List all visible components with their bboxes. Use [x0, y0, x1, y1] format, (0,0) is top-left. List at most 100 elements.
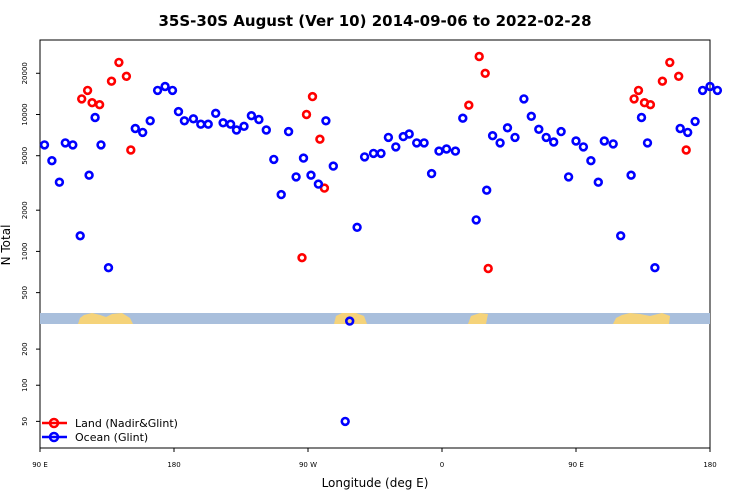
ocean-data-point: [196, 119, 206, 129]
y-axis-label: N Total: [0, 225, 13, 266]
x-tick-label: 0: [440, 461, 444, 469]
land-data-point: [673, 71, 684, 82]
ocean-data-point: [578, 142, 589, 152]
ocean-data-point: [458, 113, 468, 123]
plot-frame: [39, 39, 711, 449]
ocean-data-point: [54, 177, 65, 187]
ocean-data-point: [548, 137, 559, 147]
ocean-data-point: [712, 85, 723, 96]
land-data-point: [480, 68, 490, 79]
ocean-data-point: [276, 189, 286, 200]
ocean-data-point: [173, 106, 184, 117]
land-data-point: [297, 253, 307, 263]
ocean-data-point: [487, 131, 498, 141]
ocean-data-point: [90, 112, 100, 123]
x-axis-label: Longitude (deg E): [322, 476, 429, 490]
y-tick-label: 10000: [21, 103, 29, 125]
ocean-data-point: [167, 85, 178, 96]
ocean-data-point: [291, 172, 301, 182]
ocean-data-point: [471, 215, 481, 225]
legend: Land (Nadir&Glint) Ocean (Glint): [42, 417, 178, 444]
legend-ocean-label: Ocean (Glint): [75, 431, 148, 444]
land-strip-africa: [468, 313, 488, 324]
x-axis-ticks: 90 E 180 90 W 0 90 E 180: [32, 448, 717, 469]
ocean-data-point: [534, 124, 544, 135]
land-data-point: [315, 134, 325, 144]
ocean-data-point: [650, 263, 660, 273]
y-tick-label: 1000: [21, 242, 29, 260]
land-data-point: [114, 57, 124, 68]
ocean-data-point: [368, 148, 379, 159]
ocean-data-point: [225, 119, 236, 129]
ocean-data-point: [60, 138, 71, 148]
ocean-data-point: [321, 116, 331, 126]
x-tick-label: 180: [167, 461, 180, 469]
land-data-point: [126, 145, 136, 155]
ocean-data-point: [419, 138, 429, 148]
ocean-data-point: [510, 132, 520, 143]
land-data-point: [629, 94, 639, 104]
ocean-data-point: [690, 116, 700, 127]
y-tick-label: 100: [21, 379, 29, 392]
ocean-data-point: [188, 114, 199, 124]
y-tick-label: 50: [21, 417, 29, 426]
ocean-data-point: [306, 170, 316, 180]
ocean-data-point: [231, 125, 242, 135]
land-data-point: [464, 100, 474, 110]
ocean-data-point: [203, 119, 213, 129]
y-tick-label: 500: [21, 286, 29, 299]
ocean-data-point: [450, 146, 461, 156]
legend-land-label: Land (Nadir&Glint): [75, 417, 178, 430]
ocean-data-point: [359, 152, 370, 162]
ocean-data-point: [39, 140, 50, 150]
ocean-data-point: [211, 108, 221, 119]
data-points: [39, 51, 723, 427]
ocean-data-point: [254, 114, 264, 125]
y-tick-label: 5000: [21, 147, 29, 165]
land-ocean-strip: [40, 313, 710, 324]
ocean-data-point: [495, 138, 505, 148]
land-data-point: [657, 76, 668, 86]
ocean-data-point: [502, 123, 513, 133]
ocean-data-point: [563, 172, 574, 182]
ocean-data-point: [541, 132, 551, 143]
legend-land-marker: [48, 417, 60, 429]
ocean-data-point: [412, 138, 422, 148]
land-data-point: [483, 263, 493, 274]
ocean-data-point: [391, 142, 401, 152]
ocean-data-point: [376, 148, 386, 159]
ocean-data-point: [145, 116, 155, 126]
ocean-data-point: [328, 161, 338, 171]
land-data-point: [681, 145, 691, 155]
ocean-data-point: [283, 126, 294, 137]
ocean-data-point: [383, 132, 394, 143]
ocean-data-point: [682, 127, 693, 138]
ocean-data-point: [218, 118, 228, 128]
ocean-data-point: [261, 125, 271, 135]
ocean-data-point: [526, 111, 536, 122]
ocean-data-point: [352, 222, 362, 233]
ocean-data-point: [138, 127, 148, 138]
land-data-point: [307, 91, 318, 102]
ocean-data-point: [313, 179, 324, 189]
x-tick-label: 90 E: [32, 461, 48, 469]
x-tick-label: 90 E: [568, 461, 584, 469]
ocean-data-point: [160, 81, 170, 92]
ocean-data-point: [556, 126, 566, 137]
ocean-data-point: [434, 146, 444, 156]
y-tick-label: 2000: [21, 201, 29, 219]
ocean-data-point: [636, 112, 647, 123]
ocean-data-point: [269, 154, 279, 165]
y-tick-label: 20000: [21, 62, 29, 84]
ocean-data-point: [675, 123, 685, 134]
ocean-data-point: [152, 85, 163, 96]
chart-title: 35S-30S August (Ver 10) 2014-09-06 to 20…: [158, 12, 591, 30]
x-tick-label: 180: [703, 461, 716, 469]
ocean-data-point: [593, 177, 603, 187]
legend-ocean-marker: [48, 431, 60, 443]
land-data-point: [319, 183, 330, 193]
land-data-point: [633, 85, 644, 96]
ocean-data-point: [482, 185, 492, 195]
ocean-data-point: [179, 116, 190, 126]
ocean-data-point: [340, 416, 350, 427]
